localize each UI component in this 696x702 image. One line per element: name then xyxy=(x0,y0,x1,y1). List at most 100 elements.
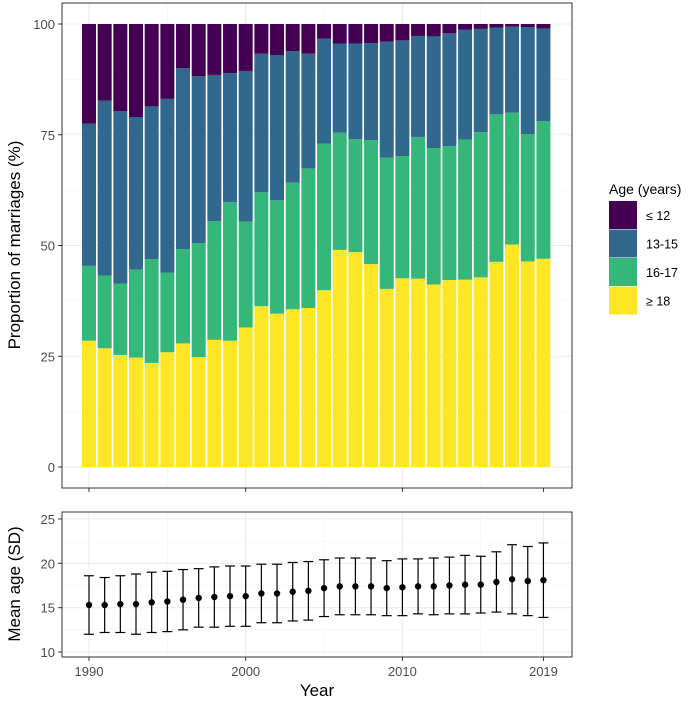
y-tick-label: 0 xyxy=(48,460,55,475)
bar-segment xyxy=(144,24,159,107)
bar-segment xyxy=(82,123,96,266)
mean-point xyxy=(273,590,281,597)
bar-segment xyxy=(207,74,222,222)
bar-segment xyxy=(176,249,191,344)
legend-items: ≤ 12 13-15 16-17 ≥ 18 xyxy=(609,201,678,315)
bar-segment xyxy=(144,362,159,467)
bar-segment xyxy=(364,24,379,44)
mean-point xyxy=(242,592,249,600)
bar-segment xyxy=(270,200,285,314)
bar-segment xyxy=(301,307,316,467)
bar-segment xyxy=(144,259,159,363)
bar-segment xyxy=(285,51,300,183)
proportion-panel: 0 25 50 75 100 Proportion of marriages (%) xyxy=(5,2,573,492)
bar-segment xyxy=(129,24,144,118)
bar-segment xyxy=(82,340,96,467)
legend-swatch xyxy=(609,229,637,258)
bar-segment xyxy=(238,24,253,71)
bar-segment xyxy=(270,313,285,467)
bar-segment xyxy=(395,40,410,157)
bar-segment xyxy=(207,339,222,467)
y-tick-label: 20 xyxy=(41,556,55,571)
bottom-gridlines xyxy=(62,512,572,657)
bar-segment xyxy=(489,24,504,28)
mean-point xyxy=(399,584,406,591)
mean-point xyxy=(305,587,312,595)
bar-segment xyxy=(191,357,206,467)
mean-point xyxy=(117,600,124,608)
bar-segment xyxy=(411,136,426,279)
legend-swatch xyxy=(609,286,637,315)
mean-point xyxy=(336,583,343,590)
mean-point xyxy=(367,583,375,590)
mean-point xyxy=(352,583,359,590)
legend-label: ≥ 18 xyxy=(646,295,670,309)
bar-segment xyxy=(332,43,347,133)
legend-title: Age (years) xyxy=(609,181,681,197)
bar-segment xyxy=(238,221,253,328)
bar-segment xyxy=(379,41,394,158)
bar-segment xyxy=(238,327,253,467)
bar-segment xyxy=(113,111,128,284)
bar-segment xyxy=(332,24,347,44)
bar-segment xyxy=(207,221,222,340)
bar-segment xyxy=(191,76,206,244)
bar-segment xyxy=(520,24,535,28)
mean-point xyxy=(540,576,547,584)
bar-segment xyxy=(505,24,520,27)
bar-segment xyxy=(129,357,144,467)
bar-segment xyxy=(301,168,316,308)
bar-segment xyxy=(348,139,363,253)
bar-segment xyxy=(176,343,191,467)
bar-segment xyxy=(332,249,347,467)
x-axis-label: Year xyxy=(300,681,335,700)
bar-segment xyxy=(97,275,112,349)
bar-segment xyxy=(473,28,488,133)
bar-segment xyxy=(223,202,238,341)
bar-segment xyxy=(317,143,332,291)
mean-point xyxy=(226,592,234,600)
x-tick-label: 2019 xyxy=(529,664,558,679)
mean-point xyxy=(508,576,516,583)
bar-segment xyxy=(379,157,394,289)
mean-point xyxy=(320,584,328,592)
bar-segment xyxy=(364,43,379,141)
bar-segment xyxy=(489,261,504,467)
bar-segment xyxy=(113,354,128,467)
bar-segment xyxy=(395,24,410,41)
bar-segment xyxy=(536,28,551,122)
y-tick-label: 50 xyxy=(41,239,55,254)
bar-segment xyxy=(254,306,269,467)
bar-segment xyxy=(458,29,473,140)
mean-point xyxy=(446,582,453,589)
mean-point xyxy=(211,593,218,601)
mean-point xyxy=(164,598,171,605)
bar-segment xyxy=(301,24,316,54)
bar-segment xyxy=(82,24,96,124)
bar-segment xyxy=(113,24,128,112)
bar-segment xyxy=(426,36,441,149)
bar-segment xyxy=(520,261,535,467)
bar-segment xyxy=(348,43,363,140)
bar-segment xyxy=(129,269,144,358)
bar-segment xyxy=(191,24,206,77)
bar-segment xyxy=(536,121,551,259)
bar-segment xyxy=(270,24,285,56)
bar-segment xyxy=(426,148,441,285)
legend-swatch xyxy=(609,258,637,286)
bar-segment xyxy=(411,278,426,467)
bar-segment xyxy=(520,134,535,262)
bar-segment xyxy=(301,53,316,169)
bar-segment xyxy=(458,279,473,467)
legend-label: ≤ 12 xyxy=(646,209,670,223)
y-tick-label: 25 xyxy=(41,512,55,527)
bar-segment xyxy=(254,192,269,307)
bar-segment xyxy=(536,258,551,467)
mean-point xyxy=(179,596,187,603)
bar-segment xyxy=(160,272,175,353)
y-tick-label: 25 xyxy=(41,349,55,364)
bar-segment xyxy=(442,146,457,281)
y-tick-label: 75 xyxy=(41,128,55,143)
bar-segment xyxy=(473,277,488,467)
